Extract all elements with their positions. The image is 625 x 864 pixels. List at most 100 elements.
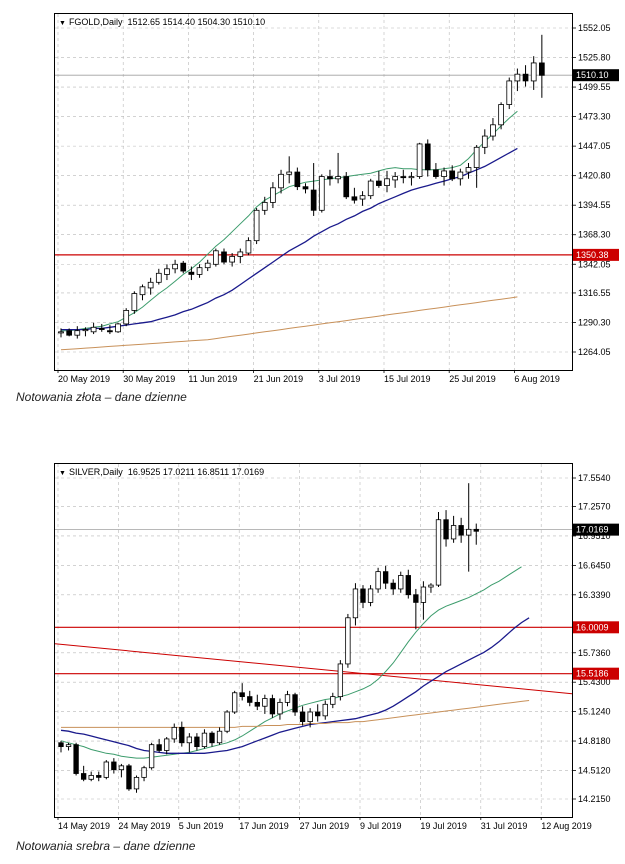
gold-candle-body: [465, 167, 472, 173]
gold-candle-body: [424, 143, 431, 171]
silver-candle-body: [96, 775, 102, 778]
silver-x-tick-label: 17 Jun 2019: [239, 821, 289, 831]
silver-candle-body: [148, 744, 155, 769]
silver-moving-average-1: [60, 566, 522, 759]
gold-candle-body: [261, 202, 268, 211]
gold-candle-body: [82, 329, 89, 332]
gold-moving-average-2: [61, 147, 518, 331]
silver-x-tick-label: 24 May 2019: [118, 821, 170, 831]
silver-candle-body: [428, 584, 434, 588]
gold-candle-body: [237, 251, 244, 257]
silver-candle-body: [141, 767, 147, 778]
silver-candle-body: [171, 726, 177, 740]
gold-level-label: 1350.38: [576, 250, 609, 260]
gold-y-tick-label: 1552.05: [578, 23, 611, 33]
gold-candle-body: [172, 263, 178, 270]
gold-candle-body: [490, 124, 496, 137]
gold-x-tick-label: 11 Jun 2019: [188, 374, 237, 384]
gold-candle-body: [530, 62, 537, 82]
silver-y-tick-label: 17.5540: [578, 473, 611, 483]
gold-y-tick-label: 1447.05: [578, 141, 611, 151]
gold-candle-body: [359, 195, 366, 200]
gold-candle-body: [433, 169, 439, 177]
silver-candle-body: [80, 773, 87, 780]
gold-moving-average-1: [61, 110, 518, 332]
gold-current-price-label: 1510.10: [576, 70, 609, 80]
silver-candle-body: [133, 776, 140, 790]
silver-candle-body: [382, 571, 389, 584]
silver-x-tick-label: 19 Jul 2019: [420, 821, 467, 831]
silver-candle-body: [330, 696, 336, 705]
collapse-triangle-icon[interactable]: ▼: [59, 20, 66, 27]
silver-y-tick-label: 16.9510: [578, 531, 611, 541]
silver-candle-body: [88, 775, 94, 780]
silver-candle-body: [216, 730, 223, 744]
gold-candle-body: [457, 171, 464, 180]
gold-candle-body: [286, 171, 293, 175]
gold-candle-body: [98, 328, 105, 330]
gold-candle-body: [245, 240, 252, 254]
silver-y-tick-label: 16.6450: [578, 560, 611, 570]
silver-x-tick-label: 14 May 2019: [58, 821, 110, 831]
silver-candle-body: [284, 694, 291, 703]
gold-candle-body: [481, 135, 488, 148]
silver-candle-body: [156, 744, 162, 751]
gold-chart-title: FGOLD,Daily: [68, 17, 123, 27]
silver-candle-body: [186, 736, 193, 744]
silver-candle-body: [367, 588, 374, 603]
silver-current-price-bg: [573, 523, 619, 536]
silver-candle-body: [398, 575, 404, 590]
gold-chart-header: ▼ FGOLD,Daily 1512.65 1514.40 1504.30 151…: [59, 17, 265, 27]
gold-candle-body: [384, 178, 390, 186]
gold-candle-body: [408, 176, 415, 179]
silver-candle-body: [277, 701, 283, 715]
silver-candle-body: [435, 519, 442, 586]
collapse-triangle-icon[interactable]: ▼: [59, 470, 66, 477]
silver-candle-body: [179, 726, 185, 744]
gold-candle-body: [506, 80, 513, 105]
gold-candle-body: [270, 187, 276, 203]
gold-candle-body: [139, 286, 146, 296]
gold-candle-body: [107, 330, 113, 333]
silver-moving-average-2: [60, 617, 530, 754]
silver-candle-body: [352, 588, 359, 619]
silver-candle-body: [299, 711, 306, 723]
silver-candle-body: [111, 761, 117, 771]
gold-candle-body: [196, 267, 203, 275]
gold-x-tick-label: 21 Jun 2019: [254, 374, 304, 384]
silver-candle-body: [360, 588, 366, 603]
gold-y-tick-label: 1525.80: [578, 53, 611, 63]
silver-y-tick-label: 14.2150: [578, 794, 611, 804]
silver-level-label-bg: [573, 621, 619, 634]
gold-x-tick-label: 25 Jul 2019: [449, 374, 496, 384]
gold-candle-body: [123, 310, 130, 325]
silver-x-tick-label: 27 Jun 2019: [300, 821, 350, 831]
gold-candle-body: [441, 170, 447, 177]
silver-candle-body: [269, 698, 276, 715]
gold-ohlc-values: 1512.65 1514.40 1504.30 1510.10: [127, 17, 266, 27]
silver-x-tick-label: 5 Jun 2019: [179, 821, 224, 831]
silver-candle-body: [458, 525, 464, 536]
gold-candle-body: [302, 186, 309, 190]
gold-x-tick-label: 20 May 2019: [58, 374, 110, 384]
silver-candle-body: [292, 694, 298, 713]
silver-trend-line: [54, 643, 573, 695]
silver-candle-body: [337, 663, 344, 698]
silver-y-tick-label: 14.8180: [578, 736, 611, 746]
gold-moving-average-3: [60, 296, 518, 351]
gold-candle-body: [376, 180, 382, 186]
silver-candle-body: [420, 586, 427, 603]
silver-candle-body: [239, 692, 245, 698]
gold-caption: Notowania złota – dane dzienne: [16, 390, 187, 404]
silver-moving-average-3: [61, 700, 530, 728]
gold-candle-body: [155, 272, 162, 283]
gold-candle-body: [514, 73, 521, 82]
silver-y-tick-label: 14.5120: [578, 765, 611, 775]
silver-level-label: 15.5186: [576, 669, 609, 679]
gold-x-tick-label: 30 May 2019: [123, 374, 175, 384]
gold-y-tick-label: 1420.80: [578, 171, 611, 181]
gold-candle-body: [522, 73, 529, 82]
gold-candle-body: [74, 330, 81, 336]
gold-y-tick-label: 1394.55: [578, 200, 611, 210]
silver-chart-header: ▼ SILVER,Daily 16.9525 17.0211 16.8511 17…: [59, 467, 264, 477]
